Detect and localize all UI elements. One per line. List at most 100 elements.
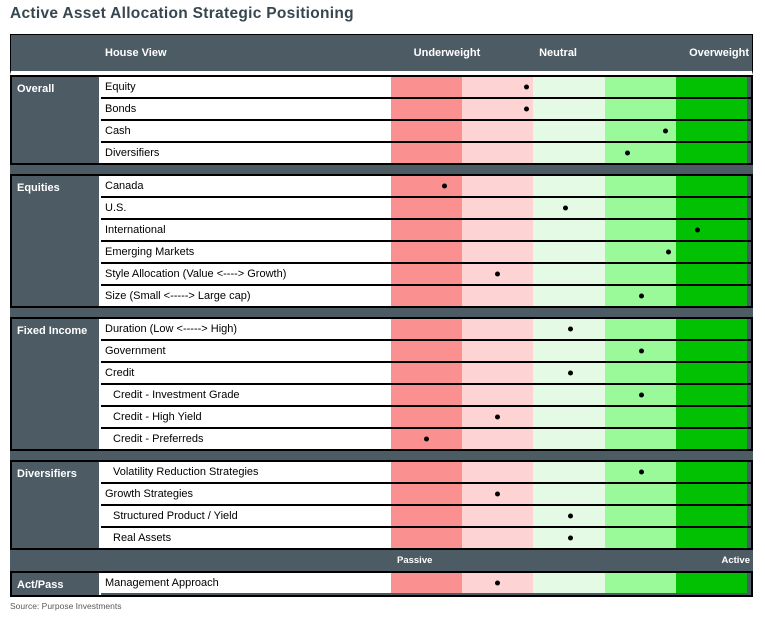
category-label-overall: Overall — [12, 77, 101, 163]
position-dot — [666, 249, 672, 255]
band-overweight — [604, 143, 676, 163]
position-dot — [568, 370, 574, 376]
band-neutral — [533, 484, 605, 504]
weighting-band — [391, 484, 748, 504]
sections-actpass: Act/Pass Management Approach — [10, 571, 753, 597]
weighting-band — [391, 99, 748, 119]
table-row-government: Government — [101, 341, 751, 363]
band-strong-overweight — [675, 385, 748, 405]
row-label: Emerging Markets — [101, 242, 391, 262]
weighting-band — [391, 407, 748, 427]
band-overweight — [604, 77, 676, 97]
category-label-act-pass: Act/Pass — [12, 573, 101, 595]
band-overweight — [604, 407, 676, 427]
row-label: Credit - Investment Grade — [101, 385, 391, 405]
band-strong-overweight — [675, 121, 748, 141]
band-neutral — [533, 286, 605, 306]
weighting-band — [391, 506, 748, 526]
band-overweight — [604, 484, 676, 504]
table-row-equity: Equity — [101, 77, 751, 99]
table-row-credit-investment-grade: Credit - Investment Grade — [101, 385, 751, 407]
table-row-credit-preferreds: Credit - Preferreds — [101, 429, 751, 449]
band-neutral — [533, 573, 605, 593]
band-neutral — [533, 462, 605, 482]
weighting-band — [391, 242, 748, 262]
row-label: International — [101, 220, 391, 240]
position-dot — [694, 227, 700, 233]
band-neutral — [533, 176, 605, 196]
row-label: Structured Product / Yield — [101, 506, 391, 526]
row-label: Volatility Reduction Strategies — [101, 462, 391, 482]
table-row-canada: Canada — [101, 176, 751, 198]
band-strong-overweight — [675, 99, 748, 119]
band-neutral — [533, 77, 605, 97]
table-row-diversifiers: Diversifiers — [101, 143, 751, 163]
section-rows: Canada U.S. International Emerging Markets S… — [101, 176, 751, 306]
row-label: Size (Small <-----> Large cap) — [101, 286, 391, 306]
band-strong-overweight — [675, 484, 748, 504]
band-strong-underweight — [391, 198, 463, 218]
section-diversifiers: Diversifiers Volatility Reduction Strateg… — [10, 460, 753, 550]
table-row-size-small-large-cap: Size (Small <-----> Large cap) — [101, 286, 751, 306]
section-overall: Overall Equity Bonds Cash Diversifiers — [10, 75, 753, 165]
weighting-band — [391, 176, 748, 196]
band-strong-overweight — [675, 286, 748, 306]
band-strong-overweight — [675, 407, 748, 427]
position-dot — [523, 84, 529, 90]
band-overweight — [604, 429, 676, 449]
weighting-band — [391, 264, 748, 284]
row-label: Credit — [101, 363, 391, 383]
band-neutral — [533, 341, 605, 361]
band-neutral — [533, 121, 605, 141]
band-underweight — [462, 143, 534, 163]
position-dot — [662, 128, 668, 134]
band-underweight — [462, 528, 534, 548]
weighting-band — [391, 121, 748, 141]
section-rows: Management Approach — [101, 573, 751, 595]
position-dot — [562, 205, 568, 211]
section-rows: Duration (Low <-----> High) Government Cre… — [101, 319, 751, 449]
row-label: Growth Strategies — [101, 484, 391, 504]
position-dot — [495, 580, 501, 586]
band-strong-overweight — [675, 528, 748, 548]
band-underweight — [462, 341, 534, 361]
allocation-table: House View Underweight Neutral Overweigh… — [10, 34, 753, 597]
band-strong-underweight — [391, 286, 463, 306]
band-underweight — [462, 220, 534, 240]
band-underweight — [462, 121, 534, 141]
band-overweight — [604, 121, 676, 141]
band-strong-underweight — [391, 341, 463, 361]
band-neutral — [533, 99, 605, 119]
table-row-duration-low-high: Duration (Low <-----> High) — [101, 319, 751, 341]
weighting-band — [391, 341, 748, 361]
band-strong-overweight — [675, 462, 748, 482]
row-label: Canada — [101, 176, 391, 196]
overweight-header-label: Overweight — [689, 47, 749, 59]
section-fixed-income: Fixed Income Duration (Low <-----> High) G… — [10, 317, 753, 451]
band-overweight — [604, 220, 676, 240]
weighting-band — [391, 286, 748, 306]
band-underweight — [462, 385, 534, 405]
table-row-credit: Credit — [101, 363, 751, 385]
weighting-band — [391, 363, 748, 383]
band-strong-underweight — [391, 385, 463, 405]
band-overweight — [604, 506, 676, 526]
band-strong-underweight — [391, 242, 463, 262]
band-neutral — [533, 242, 605, 262]
band-strong-overweight — [675, 143, 748, 163]
band-underweight — [462, 319, 534, 339]
weighting-band — [391, 198, 748, 218]
band-underweight — [462, 506, 534, 526]
band-underweight — [462, 77, 534, 97]
band-neutral — [533, 407, 605, 427]
band-strong-overweight — [675, 319, 748, 339]
row-label: Government — [101, 341, 391, 361]
weighting-band — [391, 573, 748, 593]
section-rows: Volatility Reduction Strategies Growth St… — [101, 462, 751, 548]
weighting-scale-header: Underweight Neutral Overweight — [395, 35, 751, 71]
band-strong-underweight — [391, 528, 463, 548]
position-dot — [495, 271, 501, 277]
table-header-row: House View Underweight Neutral Overweigh… — [10, 34, 753, 75]
row-label: Cash — [101, 121, 391, 141]
row-label: U.S. — [101, 198, 391, 218]
